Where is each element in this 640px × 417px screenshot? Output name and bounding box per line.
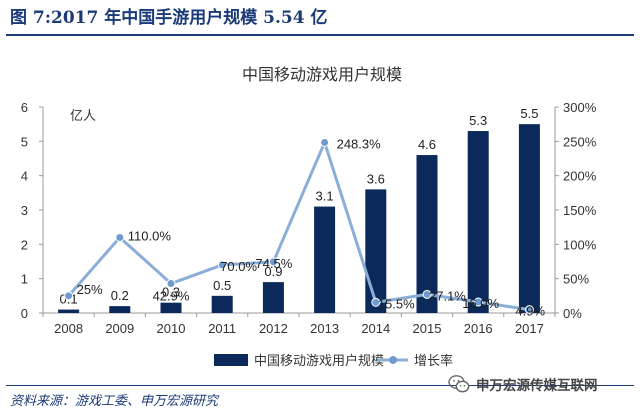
- bar: [519, 124, 540, 313]
- growth-value-label: 42.9%: [153, 289, 190, 304]
- x-tick-label: 2014: [361, 321, 390, 336]
- growth-value-label: 25%: [77, 282, 103, 297]
- y-tick-label: 4: [21, 169, 28, 184]
- growth-value-label: 16.0%: [462, 296, 499, 311]
- watermark: 申万宏源传媒互联网: [448, 371, 638, 397]
- bar: [212, 296, 233, 313]
- bar-value-label: 4.6: [418, 137, 436, 152]
- bar-value-label: 0.5: [213, 278, 231, 293]
- growth-value-label: 248.3%: [337, 137, 382, 152]
- legend: 中国移动游戏用户规模 增长率: [214, 353, 453, 368]
- y2-tick-label: 250%: [563, 134, 597, 149]
- legend-line-label: 增长率: [414, 353, 453, 368]
- growth-value-label: 70.0%: [220, 259, 257, 274]
- legend-bar-swatch: [214, 354, 248, 366]
- title-rule: [6, 34, 634, 36]
- growth-point: [116, 233, 124, 241]
- x-tick-label: 2016: [464, 321, 493, 336]
- y2-tick-label: 300%: [563, 100, 597, 115]
- bar: [58, 310, 79, 313]
- chart-title: 中国移动游戏用户规模: [242, 66, 402, 84]
- y-axis-label: 亿人: [70, 108, 96, 123]
- bar: [468, 131, 489, 313]
- bar-value-label: 3.6: [367, 171, 385, 186]
- figure-title: 图 7:2017 年中国手游用户规模 5.54 亿: [10, 4, 630, 32]
- y-tick-label: 1: [21, 272, 28, 287]
- y-tick-label: 3: [21, 203, 28, 218]
- wechat-icon: [448, 374, 470, 394]
- x-tick-label: 2010: [157, 321, 186, 336]
- growth-line: [69, 143, 530, 310]
- growth-value-label: 27.1%: [429, 288, 466, 303]
- x-tick-label: 2012: [259, 321, 288, 336]
- growth-value-label: 4.9%: [515, 304, 545, 319]
- bar-value-label: 5.5: [520, 106, 538, 121]
- source-note: 资料来源：游戏工委、申万宏源研究: [10, 390, 218, 414]
- growth-value-label: 110.0%: [128, 228, 172, 243]
- bar: [314, 207, 335, 313]
- bar-value-label: 0.2: [111, 288, 129, 303]
- bar-value-label: 5.3: [469, 113, 487, 128]
- growth-point: [321, 139, 329, 147]
- y-tick-label: 2: [21, 237, 28, 252]
- x-tick-label: 2009: [105, 321, 134, 336]
- bar: [109, 306, 130, 313]
- y2-tick-label: 0%: [563, 306, 582, 321]
- y2-tick-label: 200%: [563, 169, 597, 184]
- x-tick-label: 2017: [515, 321, 544, 336]
- y-tick-label: 5: [21, 134, 28, 149]
- bar: [161, 303, 182, 313]
- legend-line-marker: [389, 356, 397, 364]
- y-tick-label: 0: [21, 306, 28, 321]
- growth-value-label: 74.5%: [255, 256, 292, 271]
- y-tick-label: 6: [21, 100, 28, 115]
- x-tick-label: 2011: [208, 321, 236, 336]
- chart: 中国移动游戏用户规模 亿人 0 1 2 3 4 5 6 0% 50% 100% 150% 200% 25…: [0, 40, 640, 380]
- x-tick-label: 2008: [54, 321, 83, 336]
- x-tick-label: 2015: [413, 321, 442, 336]
- growth-value-label: 15.5%: [378, 296, 415, 311]
- bar: [365, 189, 386, 313]
- bar-value-label: 3.1: [316, 189, 334, 204]
- y2-tick-label: 100%: [563, 237, 597, 252]
- legend-bar-label: 中国移动游戏用户规模: [254, 353, 384, 368]
- watermark-text: 申万宏源传媒互联网: [476, 374, 598, 394]
- y2-tick-label: 50%: [563, 272, 589, 287]
- y2-tick-label: 150%: [563, 203, 597, 218]
- bar-series: 0.10.20.30.50.93.13.64.65.35.5: [58, 106, 540, 313]
- growth-point: [167, 280, 175, 288]
- axes: 0 1 2 3 4 5 6 0% 50% 100% 150% 200% 250% 300% 2008 2009…: [21, 100, 597, 336]
- x-tick-label: 2013: [310, 321, 339, 336]
- bar: [263, 282, 284, 313]
- growth-point: [65, 292, 73, 300]
